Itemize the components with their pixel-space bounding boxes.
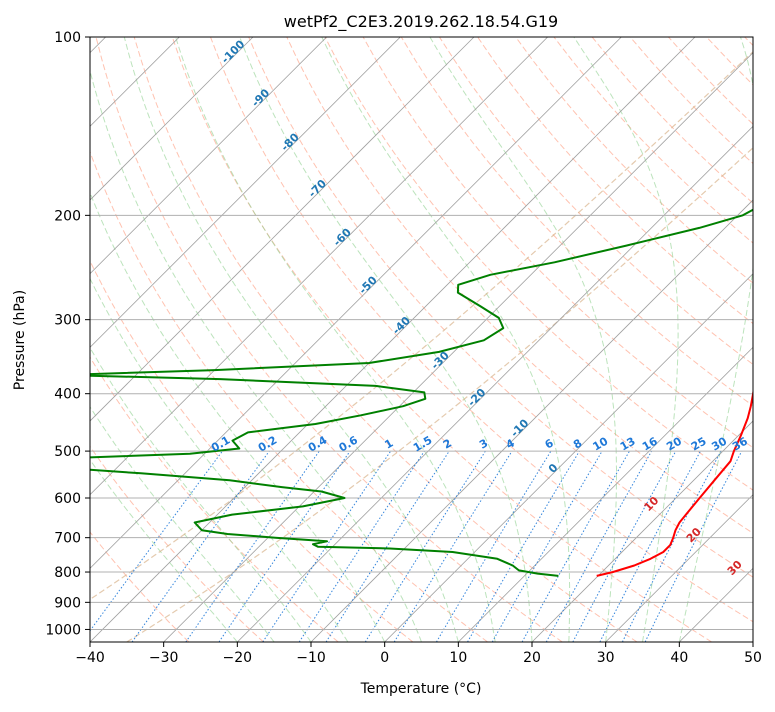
isotherm-label: -100 bbox=[219, 37, 248, 66]
dry-adiabat-line bbox=[0, 37, 338, 642]
pressure-grid bbox=[90, 37, 753, 629]
y-tick-label: 1000 bbox=[45, 622, 81, 638]
mixing-ratio-label: 3 bbox=[477, 437, 490, 452]
x-tick-label: 20 bbox=[523, 650, 541, 666]
moist-adiabat-line bbox=[59, 94, 385, 642]
x-tick-label: −10 bbox=[296, 650, 326, 666]
mixing-ratio-line bbox=[522, 451, 629, 642]
isotherm-line bbox=[606, 37, 775, 642]
moist-adiabat-line bbox=[88, 62, 422, 643]
dewpoint-line bbox=[0, 37, 775, 576]
moist-adiabat-line bbox=[0, 166, 274, 642]
x-tick-label: 0 bbox=[380, 650, 389, 666]
background-lines bbox=[0, 37, 775, 642]
isotherm-line bbox=[0, 37, 400, 642]
mixing-ratio-line bbox=[132, 451, 269, 642]
isotherm-line bbox=[0, 37, 253, 642]
isotherm-line bbox=[679, 37, 775, 642]
dry-adiabat-line bbox=[20, 37, 413, 642]
isotherm-label: -60 bbox=[331, 226, 354, 249]
x-tick-label: −20 bbox=[223, 650, 253, 666]
isotherm-line bbox=[0, 37, 548, 642]
dry-adiabat-line bbox=[707, 37, 775, 642]
x-tick-label: 40 bbox=[670, 650, 688, 666]
theta-label: 10 bbox=[641, 494, 661, 514]
isotherm-line bbox=[237, 37, 775, 642]
isotherm-label: -70 bbox=[306, 177, 329, 200]
mixing-ratio-line bbox=[573, 451, 676, 642]
dry-adiabat-line bbox=[668, 37, 775, 642]
y-tick-label: 300 bbox=[54, 313, 81, 329]
isotherm-line bbox=[90, 37, 695, 642]
mixing-ratio-line bbox=[394, 451, 512, 642]
moist-adiabat-line bbox=[7, 141, 311, 642]
y-tick-label: 700 bbox=[54, 531, 81, 547]
isotherm-label: -80 bbox=[279, 130, 302, 153]
isotherm-line bbox=[0, 37, 327, 642]
isotherm-line bbox=[164, 37, 769, 642]
isotherm-line bbox=[311, 37, 775, 642]
x-axis-label: Temperature (°C) bbox=[360, 681, 482, 697]
x-tick-label: −40 bbox=[75, 650, 105, 666]
mixing-ratio-label: 2 bbox=[441, 437, 454, 452]
moist-adiabat-line bbox=[240, 37, 532, 642]
dry-adiabat-line bbox=[745, 37, 775, 642]
mixing-ratio-label: 6 bbox=[543, 436, 556, 451]
y-tick-label: 400 bbox=[54, 387, 81, 403]
x-tick-label: −30 bbox=[149, 650, 179, 666]
moist-adiabat-line bbox=[0, 181, 237, 642]
moist-adiabat-line bbox=[574, 37, 678, 642]
y-tick-label: 900 bbox=[54, 595, 81, 611]
dry-adiabat-line bbox=[0, 37, 264, 642]
series-group bbox=[0, 37, 775, 576]
dry-adiabat-line bbox=[592, 37, 775, 642]
mixing-ratio-line bbox=[645, 451, 742, 642]
y-axis-label: Pressure (hPa) bbox=[12, 290, 28, 390]
y-tick-label: 800 bbox=[54, 565, 81, 581]
isotherm-line bbox=[753, 37, 775, 642]
chart-title: wetPf2_C2E3.2019.262.18.54.G19 bbox=[284, 12, 558, 32]
isotherm-label: -90 bbox=[249, 86, 272, 109]
y-tick-label: 600 bbox=[54, 491, 81, 507]
x-tick-label: 50 bbox=[744, 650, 762, 666]
isotherm-line bbox=[0, 37, 474, 642]
y-tick-label: 500 bbox=[54, 444, 81, 460]
y-tick-label: 100 bbox=[54, 30, 81, 46]
y-tick-label: 200 bbox=[54, 208, 81, 224]
isotherm-label: -10 bbox=[508, 416, 531, 439]
dry-adiabat-line bbox=[211, 37, 775, 642]
isotherm-line bbox=[458, 37, 775, 642]
mixing-ratio-line bbox=[82, 451, 223, 642]
isotherm-label: -40 bbox=[390, 314, 413, 337]
x-tick-label: 30 bbox=[597, 650, 615, 666]
mixing-ratio-line bbox=[468, 451, 580, 642]
moist-adiabat-line bbox=[124, 37, 458, 642]
x-tick-label: 10 bbox=[449, 650, 467, 666]
